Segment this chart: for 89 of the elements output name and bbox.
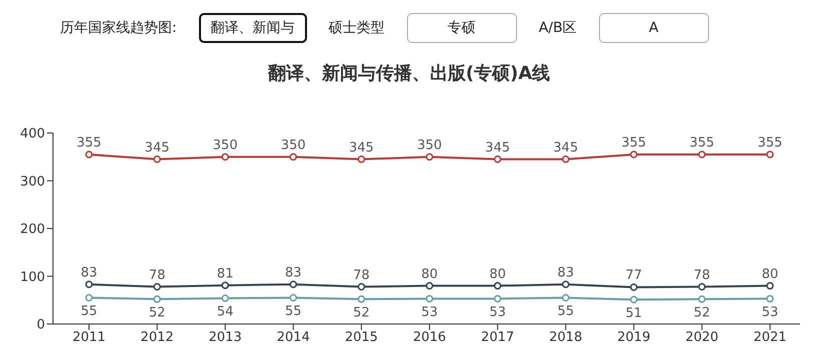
point: [494, 156, 502, 164]
data-label: 83: [80, 265, 98, 280]
data-label: 83: [557, 265, 574, 280]
data-label: 80: [489, 266, 506, 282]
data-label: 355: [76, 135, 102, 150]
point: [494, 294, 502, 302]
data-label: 55: [285, 304, 302, 319]
point: [426, 282, 434, 290]
data-label: 80: [421, 266, 438, 282]
text: 翻译、新闻与: [198, 13, 307, 43]
text: A: [598, 13, 709, 43]
data-label: 78: [353, 268, 370, 283]
data-label: 83: [285, 265, 302, 280]
x-tick-label: 2018: [549, 330, 582, 346]
data-label: 345: [348, 140, 374, 156]
point: [358, 283, 366, 291]
point: [426, 294, 434, 302]
point: [766, 294, 774, 302]
data-label: 350: [212, 138, 238, 153]
data-label: 54: [216, 304, 234, 320]
point: [85, 294, 93, 302]
point: [85, 150, 93, 158]
point: [358, 295, 366, 303]
x-tick-label: 2016: [412, 330, 446, 346]
point: [630, 296, 638, 304]
data-label: 51: [626, 306, 642, 321]
data-label: 355: [689, 135, 714, 150]
data-label: 52: [353, 305, 370, 320]
data-label: 77: [626, 268, 642, 284]
point: [85, 280, 93, 288]
point: [766, 282, 774, 290]
point: [290, 153, 298, 161]
point: [290, 294, 298, 302]
x-tick-label: 2013: [208, 330, 242, 346]
x-tick-label: 2011: [72, 330, 106, 346]
point: [698, 283, 706, 291]
data-label: 53: [421, 304, 438, 320]
data-label: 80: [762, 266, 778, 282]
point: [562, 280, 570, 288]
y-tick-label: 100: [20, 270, 45, 285]
point: [494, 282, 502, 290]
data-label: 355: [758, 135, 782, 150]
y-tick-label: 0: [36, 318, 45, 333]
data-label: 345: [553, 140, 578, 156]
point: [153, 283, 161, 291]
data-label: 55: [557, 304, 574, 319]
y-tick-label: 200: [20, 222, 45, 238]
point: [153, 156, 161, 164]
x-tick-label: 2015: [344, 330, 378, 346]
x-tick-label: 2020: [685, 330, 718, 346]
point: [221, 282, 229, 290]
point: [221, 294, 229, 302]
text: 历年国家线趋势图:: [60, 19, 177, 37]
data-label: 81: [216, 266, 234, 282]
y-tick-label: 400: [20, 126, 45, 142]
point: [221, 153, 229, 161]
point: [766, 150, 774, 158]
text: 专硕: [406, 13, 517, 43]
point: [562, 156, 570, 164]
data-label: 53: [762, 304, 778, 320]
point: [358, 156, 366, 164]
x-tick-label: 2014: [276, 330, 310, 346]
point: [290, 280, 298, 288]
data-label: 355: [621, 135, 646, 150]
data-label: 53: [489, 304, 506, 320]
point: [698, 295, 706, 303]
data-label: 52: [148, 305, 166, 320]
point: [153, 295, 161, 303]
data-label: 345: [144, 140, 170, 156]
text: 硕士类型: [328, 19, 385, 37]
x-tick-label: 2017: [481, 330, 514, 346]
point: [562, 294, 570, 302]
data-label: 350: [280, 138, 306, 153]
data-label: 52: [694, 305, 710, 320]
y-tick-label: 300: [20, 174, 45, 190]
data-label: 345: [485, 140, 510, 156]
x-tick-label: 2012: [140, 330, 174, 346]
data-label: 78: [148, 268, 166, 283]
point: [698, 150, 706, 158]
chart-title: 翻译、新闻与传播、出版(专硕)A线: [266, 62, 552, 86]
point: [630, 283, 638, 291]
x-tick-label: 2019: [617, 330, 650, 346]
point: [630, 150, 638, 158]
point: [426, 153, 434, 161]
text: A/B区: [538, 19, 577, 37]
x-tick-label: 2021: [753, 330, 787, 346]
data-label: 350: [417, 138, 442, 153]
data-label: 55: [80, 304, 98, 319]
data-label: 78: [694, 268, 710, 283]
